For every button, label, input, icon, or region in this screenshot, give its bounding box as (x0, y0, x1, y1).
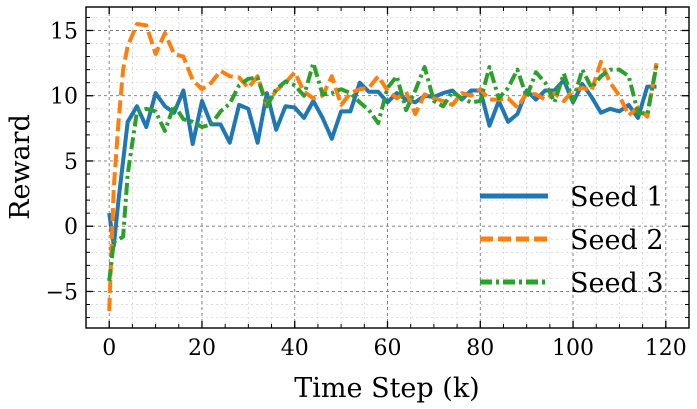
grid (85, 7, 690, 328)
legend-label-seed-3: Seed 3 (570, 268, 664, 299)
series-lines (107, 22, 659, 312)
legend-label-seed-1: Seed 1 (570, 182, 664, 213)
y-tick-label: 15 (50, 19, 78, 44)
x-tick-label: 60 (374, 336, 402, 361)
y-tick-label: 5 (64, 150, 78, 175)
series-line-seed-2 (107, 22, 659, 312)
legend: Seed 1 Seed 2 Seed 3 (480, 182, 664, 299)
x-tick-label: 0 (102, 336, 116, 361)
x-tick-label: 100 (552, 336, 594, 361)
series-line-seed-3 (107, 61, 659, 282)
tick-labels: 0 20 40 60 80 100 120 −5 0 5 10 15 (46, 19, 687, 361)
x-tick-label: 80 (466, 336, 494, 361)
x-axis-label: Time Step (k) (294, 373, 479, 404)
x-tick-label: 40 (281, 336, 309, 361)
x-tick-label: 20 (188, 336, 216, 361)
y-axis-label: Reward (5, 114, 36, 220)
axis-ticks (85, 7, 690, 328)
y-tick-label: 0 (64, 215, 78, 240)
x-tick-label: 120 (645, 336, 687, 361)
y-tick-label: −5 (46, 280, 78, 305)
legend-label-seed-2: Seed 2 (570, 225, 664, 256)
series-line-seed-1 (107, 78, 657, 248)
y-tick-label: 10 (50, 85, 78, 110)
